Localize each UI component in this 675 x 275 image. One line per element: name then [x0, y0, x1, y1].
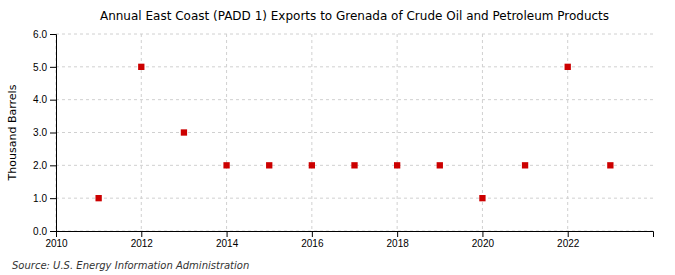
tick-mark [568, 231, 569, 237]
grid-line [397, 34, 398, 231]
tick: 0.0 [33, 226, 56, 237]
tick-mark [50, 34, 56, 35]
plot-area: 2010 2012 2014 2016 2018 2020 2022 0.0 1.0 2.0 3.0… [33, 29, 653, 249]
tick-label: 4.0 [33, 94, 47, 105]
point [266, 162, 272, 168]
tick: 2.0 [33, 160, 56, 171]
point [394, 162, 400, 168]
tick-mark [227, 231, 228, 237]
axis-line [50, 35, 57, 232]
tick-mark [141, 231, 142, 237]
point [479, 195, 485, 201]
chart: 2010 2012 2014 2016 2018 2020 2022 0.0 1.0 2.0 3.0… [0, 0, 675, 275]
y-axis-label: Thousand Barrels [6, 84, 19, 181]
tick-mark [50, 231, 56, 232]
point [138, 64, 144, 70]
tick-label: 5.0 [33, 62, 47, 73]
tick: 6.0 [33, 29, 56, 40]
tick-mark [482, 231, 483, 237]
point [181, 129, 187, 135]
tick-mark [50, 165, 56, 166]
tick: 2020 [472, 231, 495, 249]
tick: 3.0 [33, 127, 56, 138]
grid-line [56, 198, 653, 199]
x-axis: 2010 2012 2014 2016 2018 2020 2022 [45, 231, 653, 249]
tick-mark [50, 198, 56, 199]
points [95, 64, 613, 202]
tick-label: 1.0 [33, 193, 47, 204]
tick-mark [312, 231, 313, 237]
tick: 2014 [216, 231, 239, 249]
tick-mark [50, 100, 56, 101]
point [437, 162, 443, 168]
tick: 2012 [131, 231, 154, 249]
tick: 2018 [387, 231, 410, 249]
axis-line [57, 232, 654, 238]
tick-label: 2012 [131, 238, 154, 249]
tick-mark [397, 231, 398, 237]
tick-label: 0.0 [33, 226, 47, 237]
grid-line [56, 132, 653, 133]
tick-label: 2020 [472, 238, 495, 249]
tick-label: 2016 [301, 238, 324, 249]
tick-label: 2010 [45, 238, 68, 249]
title: Annual East Coast (PADD 1) Exports to Gr… [100, 9, 609, 23]
tick-mark [50, 133, 56, 134]
tick-label: 2014 [216, 238, 239, 249]
tick: 2022 [557, 231, 580, 249]
point [522, 162, 528, 168]
tick-mark [50, 67, 56, 68]
tick: 1.0 [33, 193, 56, 204]
point [223, 162, 229, 168]
tick: 2010 [45, 231, 68, 249]
grid-line [56, 66, 653, 67]
grid-line [482, 34, 483, 231]
grid-line [56, 99, 653, 100]
tick-label: 3.0 [33, 127, 47, 138]
tick: 5.0 [33, 62, 56, 73]
tick: 2016 [301, 231, 324, 249]
grid-line [56, 34, 653, 35]
grid [56, 34, 653, 231]
point [95, 195, 101, 201]
grid-line [141, 34, 142, 231]
point [351, 162, 357, 168]
grid-line [311, 34, 312, 231]
tick: 4.0 [33, 94, 56, 105]
source-note: Source: U.S. Energy Information Administ… [12, 260, 249, 271]
point [565, 64, 571, 70]
grid-line [226, 34, 227, 231]
tick-label: 2018 [387, 238, 410, 249]
tick-label: 6.0 [33, 29, 47, 40]
grid-line [567, 34, 568, 231]
tick-label: 2022 [557, 238, 580, 249]
point [607, 162, 613, 168]
point [309, 162, 315, 168]
tick-label: 2.0 [33, 160, 47, 171]
y-axis: 0.0 1.0 2.0 3.0 4.0 5.0 6.0 [33, 29, 56, 237]
